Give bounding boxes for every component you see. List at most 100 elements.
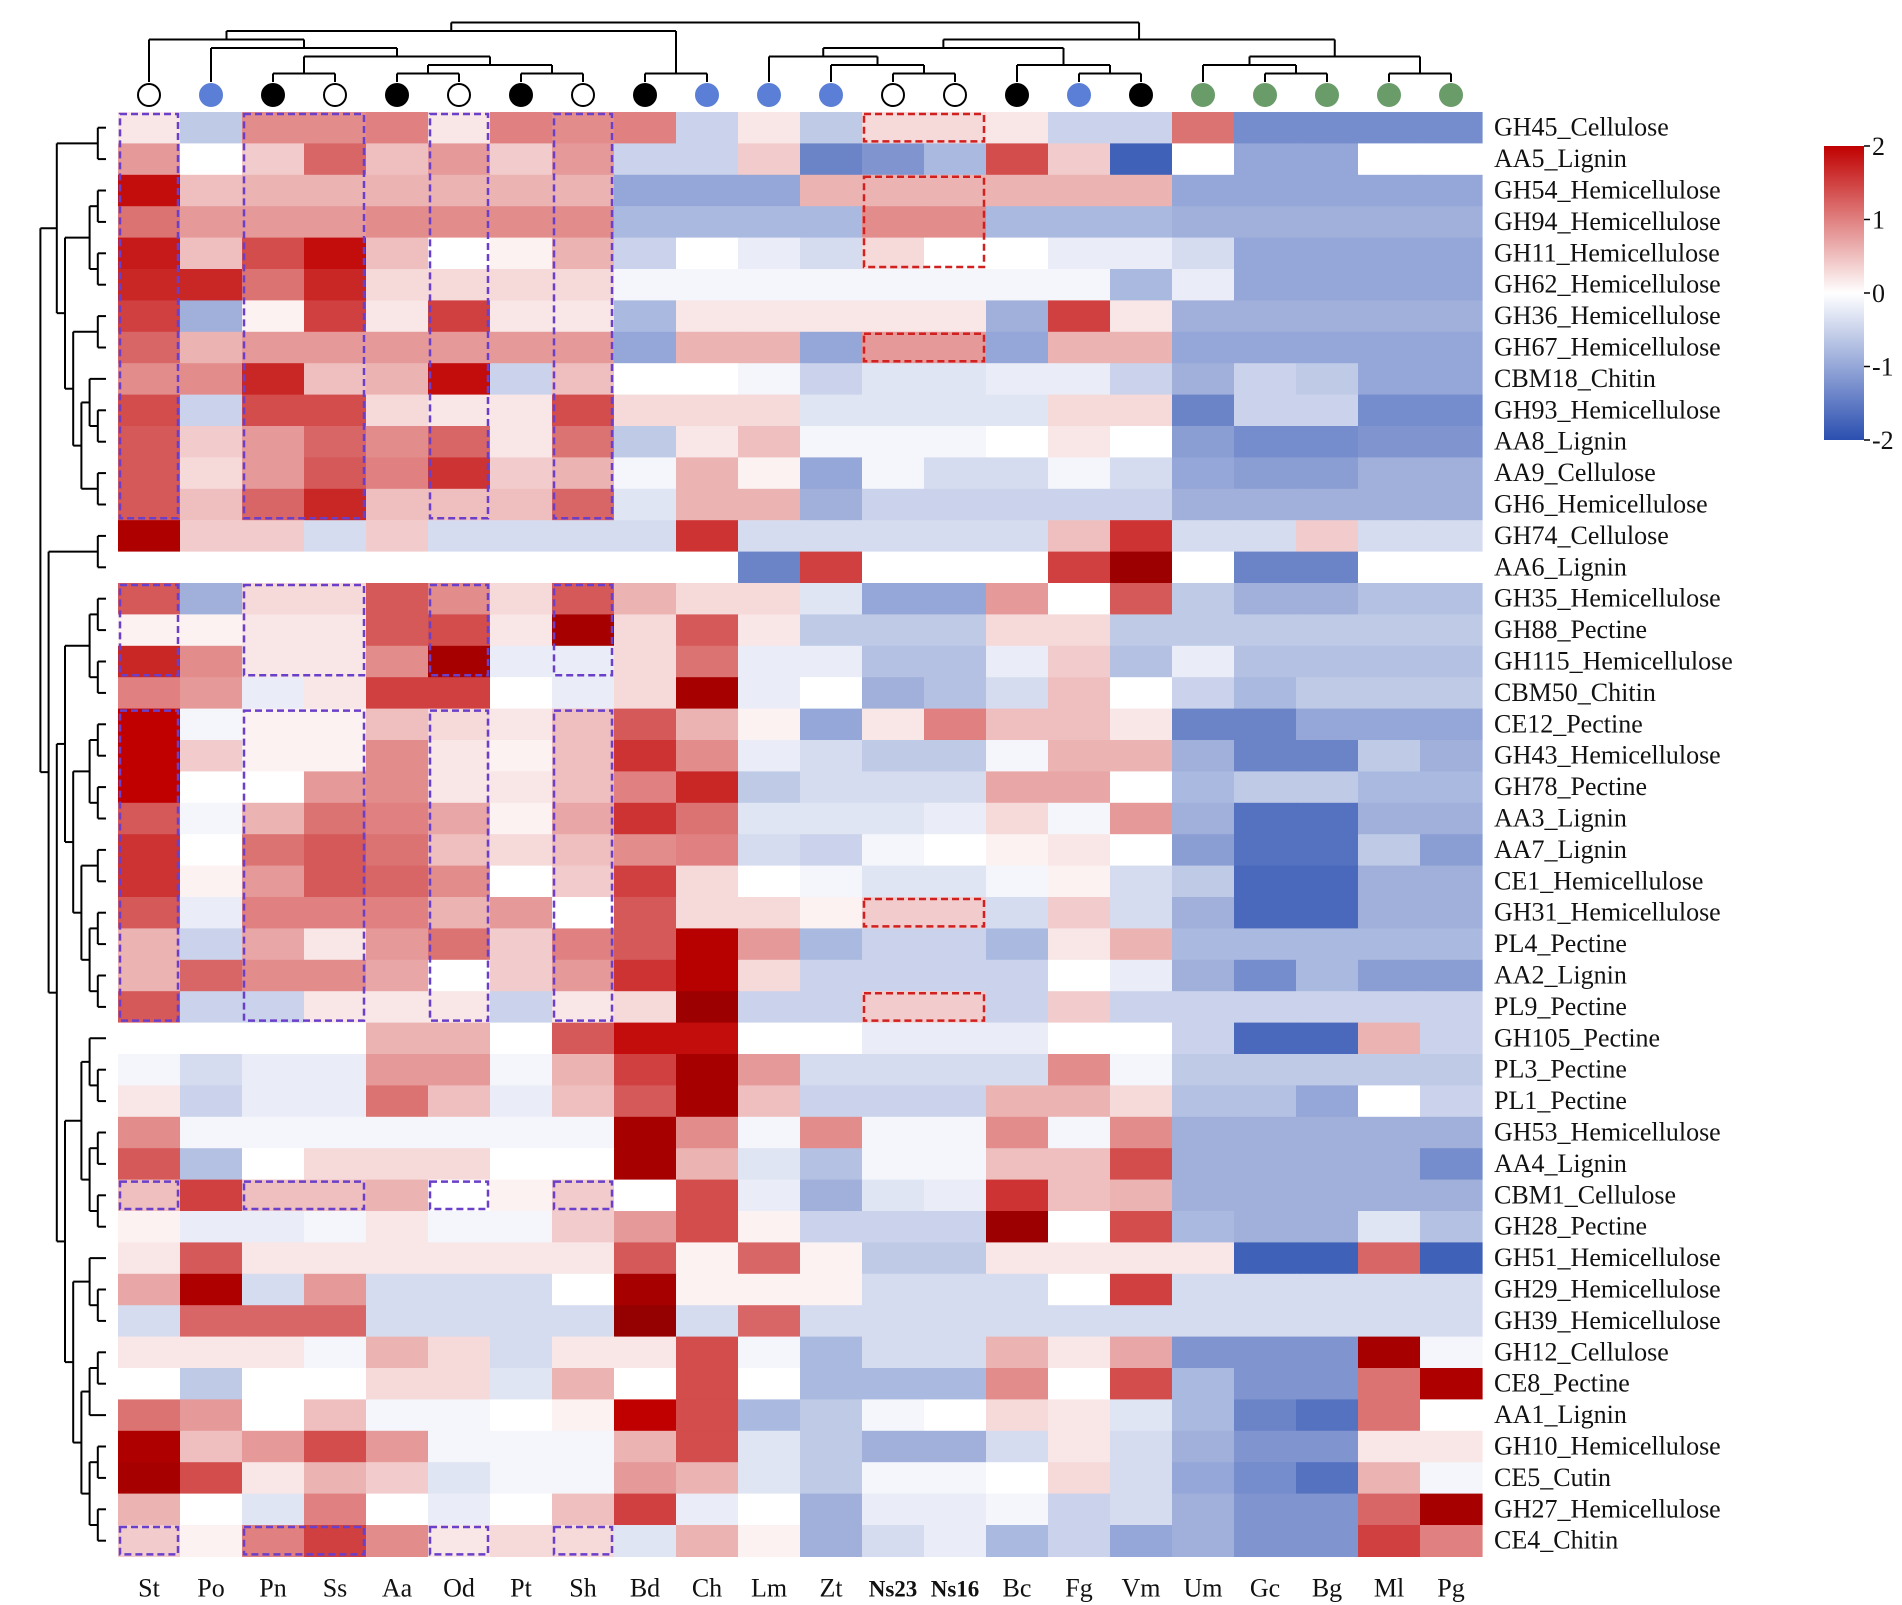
- cell-GH94_Hemicellulose-Sh: [552, 206, 615, 239]
- cell-AA8_Lignin-Ns23: [862, 426, 925, 458]
- cell-PL3_Pectine-Zt: [800, 1054, 863, 1086]
- marker-Pg: [1439, 83, 1463, 107]
- cell-GH94_Hemicellulose-Aa: [366, 206, 429, 239]
- cell-GH115_Hemicellulose-Po: [180, 645, 243, 678]
- cell-GH27_Hemicellulose-Od: [428, 1493, 491, 1526]
- cell-GH11_Hemicellulose-Bc: [986, 237, 1049, 270]
- cell-CE5_Cutin-Sh: [552, 1462, 615, 1495]
- cell-GH31_Hemicellulose-Pt: [490, 897, 553, 929]
- cell-GH27_Hemicellulose-Ss: [304, 1493, 367, 1526]
- cell-CE1_Hemicellulose-Pg: [1420, 865, 1483, 898]
- cell-PL1_Pectine-Ss: [304, 1085, 367, 1118]
- cell-AA1_Lignin-Gc: [1234, 1399, 1297, 1432]
- cell-GH31_Hemicellulose-Bg: [1296, 897, 1359, 929]
- cell-GH39_Hemicellulose-Od: [428, 1305, 491, 1338]
- cell-GH54_Hemicellulose-Ss: [304, 174, 367, 207]
- cell-GH105_Pectine-Ml: [1358, 1022, 1421, 1055]
- marker-Lm: [757, 83, 781, 107]
- cell-CE1_Hemicellulose-Ch: [676, 865, 739, 898]
- cell-GH10_Hemicellulose-Pn: [242, 1430, 305, 1463]
- cell-AA3_Lignin-Od: [428, 802, 491, 835]
- cell-CE8_Pectine-Um: [1172, 1368, 1235, 1400]
- cell-AA7_Lignin-Vm: [1110, 834, 1173, 867]
- cell-GH35_Hemicellulose-Pn: [242, 583, 305, 615]
- cell-GH28_Pectine-Vm: [1110, 1211, 1173, 1243]
- cell-AA7_Lignin-St: [118, 834, 181, 867]
- highlight-box-10: [428, 709, 490, 1022]
- cell-GH45_Cellulose-Zt: [800, 112, 863, 144]
- marker-Bg: [1315, 83, 1339, 107]
- cell-AA7_Lignin-Ss: [304, 834, 367, 867]
- cell-AA5_Lignin-Lm: [738, 143, 801, 176]
- cell-GH36_Hemicellulose-Pt: [490, 300, 553, 333]
- cell-CE1_Hemicellulose-Bg: [1296, 865, 1359, 898]
- cell-CBM1_Cellulose-Pn: [242, 1179, 305, 1212]
- cell-CE4_Chitin-Po: [180, 1525, 243, 1557]
- cell-PL1_Pectine-Fg: [1048, 1085, 1111, 1118]
- cell-PL4_Pectine-St: [118, 928, 181, 961]
- cell-PL3_Pectine-Ss: [304, 1054, 367, 1086]
- cell-GH36_Hemicellulose-Aa: [366, 300, 429, 333]
- cell-GH12_Cellulose-Bd: [614, 1336, 677, 1369]
- cell-GH6_Hemicellulose-Sh: [552, 488, 615, 521]
- cell-PL4_Pectine-Ns16: [924, 928, 987, 961]
- cell-CBM18_Chitin-St: [118, 363, 181, 396]
- cell-PL9_Pectine-Bc: [986, 991, 1049, 1024]
- cell-CBM50_Chitin-Um: [1172, 677, 1235, 710]
- cell-CBM50_Chitin-Ss: [304, 677, 367, 710]
- highlight-box-5: [242, 583, 366, 677]
- cell-GH78_Pectine-Zt: [800, 771, 863, 804]
- cell-GH78_Pectine-Fg: [1048, 771, 1111, 804]
- cell-AA8_Lignin-Pn: [242, 426, 305, 458]
- cell-GH31_Hemicellulose-Vm: [1110, 897, 1173, 929]
- cell-CBM1_Cellulose-Zt: [800, 1179, 863, 1212]
- cell-CBM1_Cellulose-Ch: [676, 1179, 739, 1212]
- cell-GH115_Hemicellulose-Pt: [490, 645, 553, 678]
- cell-GH88_Pectine-Bd: [614, 614, 677, 647]
- highlight-box-19: [552, 1525, 614, 1556]
- cell-GH39_Hemicellulose-Ns23: [862, 1305, 925, 1338]
- cell-AA1_Lignin-Ns23: [862, 1399, 925, 1432]
- cell-AA9_Cellulose-Zt: [800, 457, 863, 490]
- cell-GH36_Hemicellulose-Fg: [1048, 300, 1111, 333]
- cell-GH6_Hemicellulose-Pg: [1420, 488, 1483, 521]
- cell-GH43_Hemicellulose-Zt: [800, 740, 863, 772]
- cell-GH54_Hemicellulose-Ch: [676, 174, 739, 207]
- cell-CE12_Pectine-Fg: [1048, 708, 1111, 741]
- cell-GH88_Pectine-Sh: [552, 614, 615, 647]
- marker-Po: [199, 83, 223, 107]
- cell-GH31_Hemicellulose-Sh: [552, 897, 615, 929]
- cell-GH54_Hemicellulose-Pt: [490, 174, 553, 207]
- cell-GH94_Hemicellulose-Pt: [490, 206, 553, 239]
- cell-GH6_Hemicellulose-Bd: [614, 488, 677, 521]
- cell-GH74_Cellulose-Ns23: [862, 520, 925, 553]
- cell-GH51_Hemicellulose-Sh: [552, 1242, 615, 1275]
- cell-GH51_Hemicellulose-Gc: [1234, 1242, 1297, 1275]
- cell-CBM1_Cellulose-Gc: [1234, 1179, 1297, 1212]
- cell-GH39_Hemicellulose-Ml: [1358, 1305, 1421, 1338]
- cell-AA1_Lignin-Aa: [366, 1399, 429, 1432]
- cell-GH53_Hemicellulose-Aa: [366, 1116, 429, 1149]
- cell-AA3_Lignin-Ns23: [862, 802, 925, 835]
- cell-GH94_Hemicellulose-Po: [180, 206, 243, 239]
- cell-AA5_Lignin-Vm: [1110, 143, 1173, 176]
- cell-GH45_Cellulose-Pg: [1420, 112, 1483, 144]
- cell-AA9_Cellulose-Pn: [242, 457, 305, 490]
- cell-GH10_Hemicellulose-Ss: [304, 1430, 367, 1463]
- cell-PL3_Pectine-Um: [1172, 1054, 1235, 1086]
- cell-GH11_Hemicellulose-Ns16: [924, 237, 987, 270]
- cell-CE4_Chitin-Ml: [1358, 1525, 1421, 1557]
- cell-PL4_Pectine-Sh: [552, 928, 615, 961]
- cell-GH93_Hemicellulose-Lm: [738, 394, 801, 427]
- row-label: GH62_Hemicellulose: [1494, 270, 1721, 299]
- cell-CE1_Hemicellulose-Bd: [614, 865, 677, 898]
- highlight-box-7: [552, 583, 614, 677]
- cell-PL4_Pectine-Lm: [738, 928, 801, 961]
- cell-GH36_Hemicellulose-Ns16: [924, 300, 987, 333]
- cell-PL3_Pectine-Lm: [738, 1054, 801, 1086]
- cell-GH67_Hemicellulose-Ml: [1358, 331, 1421, 364]
- cell-GH53_Hemicellulose-Bd: [614, 1116, 677, 1149]
- marker-Aa: [385, 83, 409, 107]
- cell-GH105_Pectine-Sh: [552, 1022, 615, 1055]
- cell-GH93_Hemicellulose-Pt: [490, 394, 553, 427]
